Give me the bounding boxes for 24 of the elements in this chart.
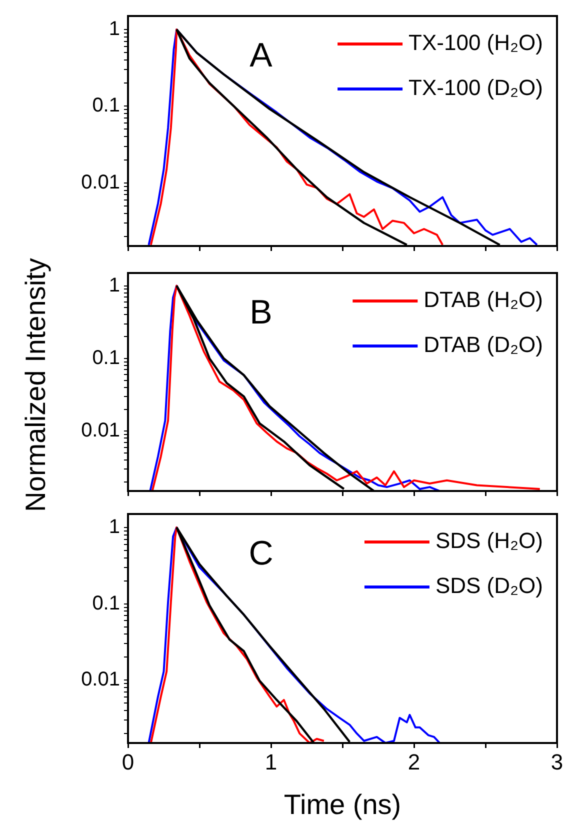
legend-label: DTAB (H₂O): [424, 287, 544, 312]
y-tick-label: 1: [108, 18, 120, 40]
y-tick-label: 0.1: [92, 94, 120, 117]
y-tick-label: 0.01: [81, 420, 120, 442]
x-tick-label: 0: [122, 749, 134, 774]
annotation: A: [250, 36, 273, 74]
annotation: B: [250, 293, 272, 332]
legend-label: DTAB (D₂O): [424, 332, 544, 358]
y-tick-label: 0.01: [81, 171, 120, 194]
y-tick-label: 0.01: [81, 668, 120, 691]
x-tick-label: 2: [408, 749, 420, 774]
annotation: C: [248, 534, 274, 572]
legend-label: TX-100 (H₂O): [408, 30, 544, 56]
y-axis-title: Normalized Intensity: [20, 258, 52, 512]
legend-label: SDS (H₂O): [435, 528, 544, 554]
x-tick-label: 3: [550, 749, 564, 774]
x-axis-title: Time (ns): [284, 788, 402, 820]
legend-label: TX-100 (D₂O): [408, 75, 544, 100]
y-tick-label: 1: [108, 274, 120, 296]
legend-label: SDS (D₂O): [435, 573, 544, 598]
y-tick-label: 1: [108, 516, 120, 538]
x-tick-label: 1: [264, 749, 278, 774]
y-tick-label: 0.1: [92, 346, 120, 369]
y-tick-label: 0.1: [92, 592, 120, 614]
